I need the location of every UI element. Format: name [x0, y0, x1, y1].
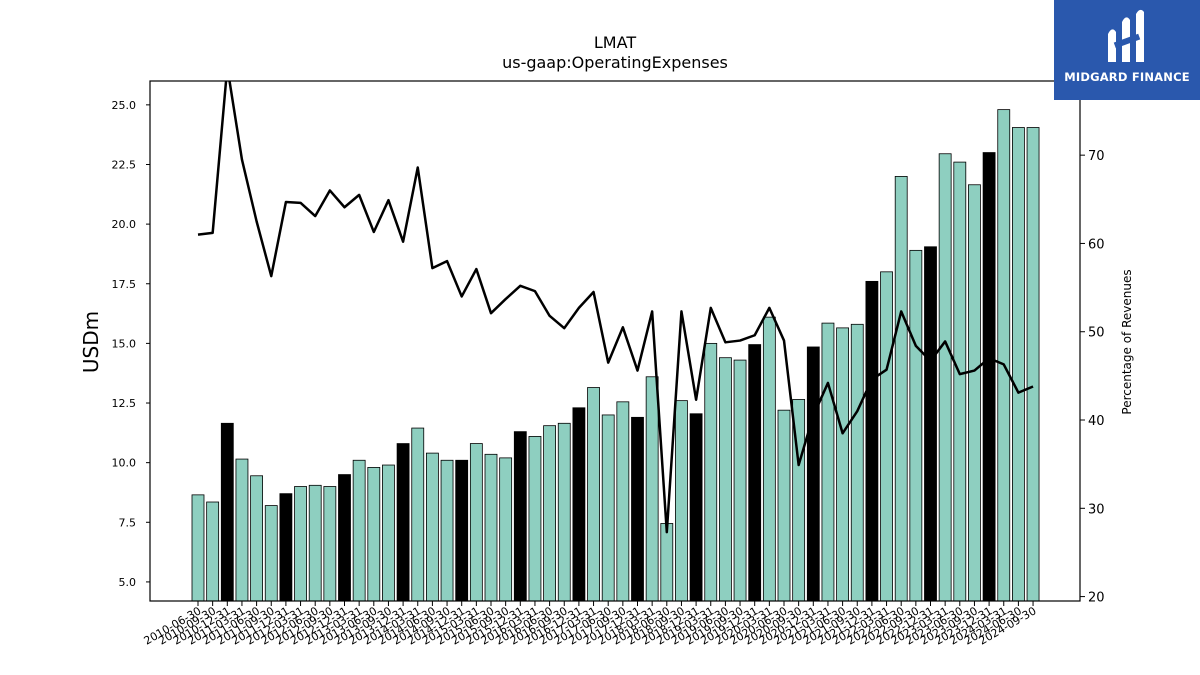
y2-axis-label: Percentage of Revenues	[1120, 269, 1134, 414]
bar-2017-12-31	[631, 416, 644, 602]
bar-2021-06-30	[836, 327, 849, 602]
bar-2022-12-31	[924, 246, 937, 602]
bar-2022-06-30	[894, 176, 908, 602]
bar-2016-12-31	[572, 407, 586, 602]
bar-2018-03-31	[645, 376, 659, 602]
bar-2014-12-31	[455, 459, 469, 602]
logo-text: MIDGARD FINANCE	[1064, 70, 1190, 84]
bar-2012-03-31	[294, 486, 307, 602]
bar-2016-03-31	[528, 436, 542, 602]
bars-group	[191, 109, 1040, 602]
y2-tick-label: 50	[1088, 326, 1105, 341]
bar-2010-12-31	[220, 422, 234, 602]
y-tick-label: 15.0	[112, 337, 137, 350]
bar-2015-03-31	[469, 443, 483, 602]
bar-2010-06-30	[191, 494, 205, 602]
bar-2019-12-31	[748, 344, 762, 602]
bar-2017-09-30	[616, 401, 630, 602]
bar-2023-03-31	[938, 153, 952, 602]
y-tick-label: 10.0	[112, 457, 137, 470]
bar-2012-06-30	[308, 484, 322, 602]
bar-2015-09-30	[499, 457, 513, 602]
bar-2021-03-31	[821, 322, 835, 602]
bar-2019-03-31	[704, 342, 718, 602]
y-tick-label: 5.0	[119, 576, 137, 589]
chart-subtitle: us-gaap:OperatingExpenses	[502, 53, 728, 72]
bar-2023-06-30	[953, 161, 967, 602]
bar-2017-06-30	[601, 414, 615, 602]
bar-2018-12-31	[689, 413, 703, 602]
bar-2022-09-30	[909, 249, 923, 602]
bar-2016-06-30	[543, 425, 556, 602]
bar-2012-12-31	[338, 474, 351, 602]
bar-2022-03-31	[880, 271, 893, 602]
y-tick-label: 20.0	[112, 218, 137, 231]
bar-2020-03-31	[762, 316, 776, 602]
y-axis-left: 5.0 7.5 10.0 12.5 15.0 17.5 20.0 22.5 25.0	[112, 99, 150, 589]
y-tick-label: 12.5	[112, 397, 137, 410]
bar-2011-06-30	[250, 475, 264, 602]
y-axis-right: 20 30 40 50 60 70	[1080, 149, 1105, 606]
bar-2014-06-30	[425, 452, 439, 602]
bar-2011-03-31	[235, 458, 249, 602]
bar-2017-03-31	[587, 387, 600, 602]
bar-2013-12-31	[396, 443, 410, 602]
plot-frame	[149, 80, 1081, 602]
bar-2021-12-31	[865, 280, 879, 602]
y2-tick-label: 60	[1088, 237, 1105, 252]
midgard-m-logo-icon	[1108, 9, 1144, 62]
bar-2013-06-30	[367, 467, 381, 602]
y-tick-label: 17.5	[112, 278, 137, 291]
y2-tick-label: 40	[1088, 414, 1105, 429]
y2-tick-label: 70	[1088, 149, 1105, 164]
y2-tick-label: 30	[1088, 502, 1105, 517]
bar-2013-03-31	[352, 459, 366, 602]
bar-2023-12-31	[982, 152, 996, 602]
bar-2013-09-30	[382, 464, 395, 602]
bar-2014-09-30	[440, 459, 454, 602]
chart-title: LMAT	[594, 33, 636, 52]
y-tick-label: 7.5	[119, 516, 137, 529]
bar-2011-12-31	[279, 493, 293, 602]
bar-2010-09-30	[206, 501, 220, 602]
bar-2021-09-30	[850, 323, 864, 602]
bar-2016-09-30	[557, 422, 571, 602]
ratio-line-group	[197, 81, 1034, 534]
bar-2023-09-30	[968, 184, 981, 602]
y-tick-label: 25.0	[112, 99, 137, 112]
bar-2024-09-30	[1026, 127, 1040, 602]
bar-2012-09-30	[323, 486, 337, 602]
bar-2018-06-30	[660, 523, 674, 602]
bar-2020-12-31	[806, 346, 820, 602]
bar-2019-06-30	[719, 357, 732, 602]
bar-2011-09-30	[264, 505, 278, 602]
bar-2015-06-30	[484, 453, 498, 602]
bar-2018-09-30	[675, 400, 688, 602]
bar-2024-06-30	[1012, 127, 1025, 602]
brand-logo: MIDGARD FINANCE	[1054, 0, 1200, 100]
bar-2014-03-31	[411, 427, 425, 602]
y-axis-label: USDm	[79, 311, 103, 373]
bar-2019-09-30	[733, 359, 747, 602]
bar-2015-12-31	[513, 431, 527, 602]
series-line-percentage-of-revenues	[197, 81, 1034, 534]
y2-tick-label: 20	[1088, 591, 1105, 606]
bar-2024-03-31	[997, 109, 1011, 602]
x-axis: 2010-06-302010-09-302010-12-312011-03-31…	[142, 601, 1039, 648]
bar-2020-06-30	[777, 409, 791, 602]
y-tick-label: 22.5	[112, 158, 137, 171]
